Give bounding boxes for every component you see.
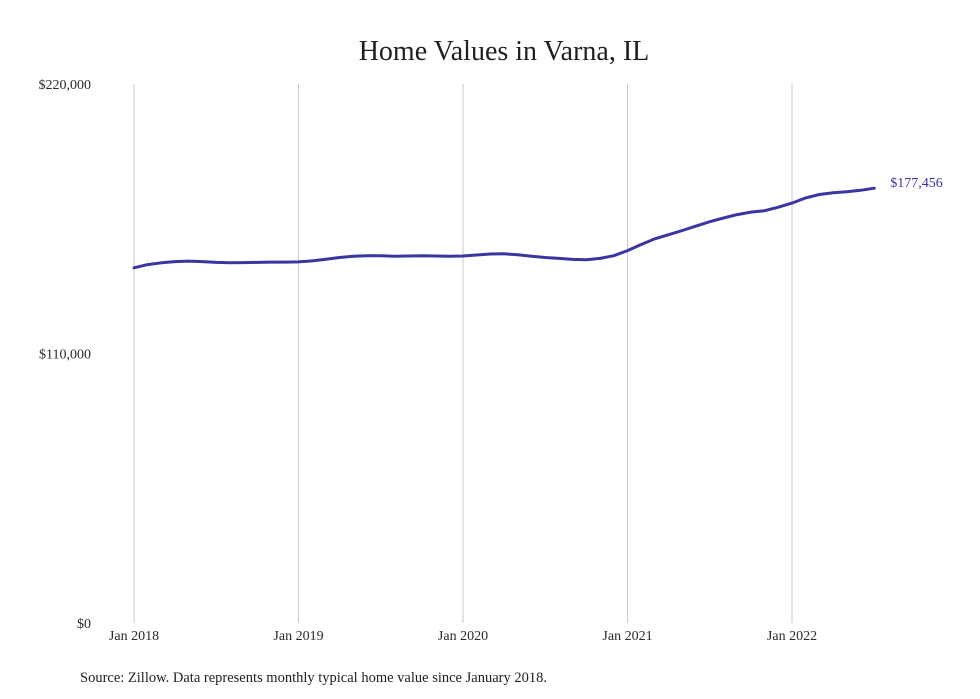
x-tick-label: Jan 2021 xyxy=(602,629,652,644)
y-tick-label: $0 xyxy=(77,617,91,632)
gridlines xyxy=(133,84,793,623)
source-note: Source: Zillow. Data represents monthly … xyxy=(80,670,547,686)
chart-title: Home Values in Varna, IL xyxy=(359,36,650,67)
end-value-label: $177,456 xyxy=(890,176,943,191)
y-tick-label: $110,000 xyxy=(39,348,91,363)
axis-ticks: Jan 2018 Jan 2019 Jan 2020 Jan 2021 Jan 2022… xyxy=(39,78,818,644)
x-tick-label: Jan 2018 xyxy=(109,629,159,644)
series-layer: $177,456 xyxy=(132,176,943,270)
series-line-0 xyxy=(132,186,876,270)
x-tick-label: Jan 2020 xyxy=(438,629,488,644)
x-tick-label: Jan 2022 xyxy=(767,629,817,644)
x-tick-label: Jan 2019 xyxy=(273,629,323,644)
y-tick-label: $220,000 xyxy=(39,78,92,93)
